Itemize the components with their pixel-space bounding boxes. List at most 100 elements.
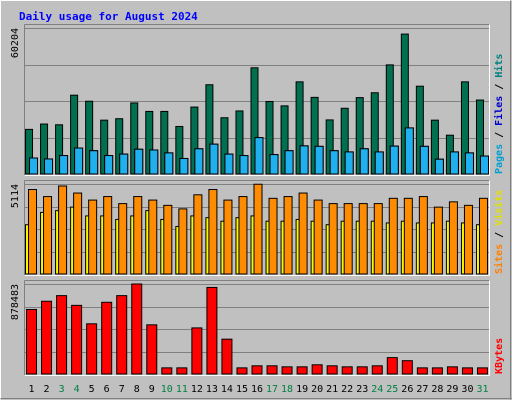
x-tick-label-day-6: 6 bbox=[104, 384, 110, 395]
bar-pages-day-19 bbox=[299, 145, 309, 175]
bar-kbytes-day-24 bbox=[371, 365, 383, 375]
bar-pages-day-31 bbox=[479, 155, 489, 175]
bars-visits-panel bbox=[25, 183, 488, 275]
bar-kbytes-day-22 bbox=[341, 366, 353, 375]
legend-visits-panel: Sites / Visits bbox=[493, 190, 505, 274]
bar-pages-day-22 bbox=[344, 151, 354, 175]
bar-pages-day-7 bbox=[119, 153, 129, 175]
bar-pages-day-15 bbox=[239, 155, 249, 175]
bar-pages-day-12 bbox=[194, 148, 204, 175]
bar-kbytes-day-15 bbox=[236, 367, 248, 375]
bar-kbytes-day-20 bbox=[311, 364, 323, 375]
bar-sites-day-22 bbox=[343, 203, 353, 275]
x-tick-label-day-15: 15 bbox=[236, 384, 248, 395]
bar-kbytes-day-26 bbox=[401, 360, 413, 375]
bar-sites-day-8 bbox=[133, 196, 143, 275]
x-tick-label-day-16: 16 bbox=[251, 384, 263, 395]
legend-entry: Pages bbox=[494, 144, 505, 174]
bar-sites-day-11 bbox=[178, 208, 188, 275]
bar-pages-day-24 bbox=[374, 151, 384, 175]
bar-sites-day-28 bbox=[433, 206, 443, 275]
bar-sites-day-2 bbox=[43, 196, 53, 275]
bar-sites-day-19 bbox=[298, 192, 308, 275]
x-tick-label-day-23: 23 bbox=[356, 384, 368, 395]
bar-kbytes-day-14 bbox=[221, 338, 233, 375]
bar-pages-day-27 bbox=[419, 145, 429, 175]
bar-kbytes-day-8 bbox=[131, 283, 143, 375]
visits-panel: 5114 Sites / Visits bbox=[10, 180, 505, 276]
bar-pages-day-23 bbox=[359, 148, 369, 175]
x-tick-label-day-9: 9 bbox=[149, 384, 155, 395]
bar-sites-day-4 bbox=[73, 192, 83, 275]
x-tick-label-day-13: 13 bbox=[206, 384, 218, 395]
bar-kbytes-day-5 bbox=[86, 323, 98, 375]
bar-kbytes-day-12 bbox=[191, 327, 203, 375]
bars-kbytes-panel bbox=[26, 283, 488, 375]
bar-pages-day-9 bbox=[149, 149, 159, 175]
bar-pages-day-20 bbox=[314, 145, 324, 175]
bar-sites-day-20 bbox=[313, 199, 323, 275]
x-tick-label-day-30: 30 bbox=[461, 384, 473, 395]
bar-sites-day-21 bbox=[328, 203, 338, 275]
kbytes-panel: 878483 KBytes bbox=[10, 280, 505, 376]
bar-sites-day-9 bbox=[148, 199, 158, 275]
bar-sites-day-18 bbox=[283, 196, 293, 275]
bar-kbytes-day-28 bbox=[431, 367, 443, 375]
x-tick-label-day-26: 26 bbox=[401, 384, 413, 395]
hits-panel: 60204 Pages / Files / Hits bbox=[10, 24, 505, 176]
bar-pages-day-30 bbox=[464, 152, 474, 175]
bar-sites-day-25 bbox=[388, 197, 398, 275]
bar-sites-day-3 bbox=[58, 185, 68, 275]
x-tick-label-day-4: 4 bbox=[74, 384, 80, 395]
bar-sites-day-16 bbox=[253, 183, 263, 275]
x-tick-label-day-12: 12 bbox=[191, 384, 203, 395]
bar-sites-day-26 bbox=[403, 197, 413, 275]
bar-pages-day-13 bbox=[209, 143, 219, 175]
bar-pages-day-28 bbox=[434, 158, 444, 175]
bar-kbytes-day-3 bbox=[56, 295, 68, 375]
bar-kbytes-day-10 bbox=[161, 367, 173, 375]
bar-pages-day-26 bbox=[404, 127, 414, 175]
bar-kbytes-day-1 bbox=[26, 308, 38, 375]
bar-kbytes-day-7 bbox=[116, 295, 128, 375]
x-tick-label-day-7: 7 bbox=[119, 384, 125, 395]
legend-entry: Files bbox=[493, 96, 505, 126]
bar-sites-day-10 bbox=[163, 204, 173, 275]
bar-pages-day-4 bbox=[74, 147, 84, 175]
x-tick-label-day-24: 24 bbox=[371, 384, 383, 395]
bar-sites-day-15 bbox=[238, 196, 248, 275]
legend-entry: / bbox=[494, 226, 505, 244]
y-max-label: 878483 bbox=[10, 284, 21, 320]
bar-pages-day-10 bbox=[164, 152, 174, 175]
bar-kbytes-day-13 bbox=[206, 286, 218, 375]
x-tick-label-day-28: 28 bbox=[431, 384, 443, 395]
bar-pages-day-14 bbox=[224, 153, 234, 175]
bar-kbytes-day-11 bbox=[176, 367, 188, 375]
bar-kbytes-day-2 bbox=[41, 300, 53, 375]
bar-kbytes-day-17 bbox=[266, 365, 278, 375]
bar-kbytes-day-18 bbox=[281, 366, 293, 375]
x-tick-label-day-31: 31 bbox=[476, 384, 488, 395]
bar-sites-day-1 bbox=[28, 189, 38, 275]
bar-pages-day-6 bbox=[104, 155, 114, 175]
bar-sites-day-29 bbox=[448, 201, 458, 275]
bar-kbytes-day-19 bbox=[296, 366, 308, 375]
bar-kbytes-day-29 bbox=[446, 366, 458, 375]
legend-kbytes-panel: KBytes bbox=[494, 338, 505, 374]
bar-pages-day-1 bbox=[29, 157, 39, 175]
x-tick-label-day-14: 14 bbox=[221, 384, 233, 395]
x-tick-label-day-3: 3 bbox=[59, 384, 65, 395]
bar-kbytes-day-4 bbox=[71, 304, 83, 375]
bar-kbytes-day-9 bbox=[146, 324, 158, 375]
bar-pages-day-16 bbox=[254, 137, 264, 175]
x-tick-label-day-19: 19 bbox=[296, 384, 308, 395]
x-tick-label-day-2: 2 bbox=[44, 384, 50, 395]
bar-sites-day-6 bbox=[103, 196, 113, 275]
bar-kbytes-day-21 bbox=[326, 365, 338, 375]
bar-kbytes-day-23 bbox=[356, 366, 368, 375]
bar-sites-day-31 bbox=[478, 197, 488, 275]
bar-sites-day-17 bbox=[268, 197, 278, 275]
x-tick-label-day-21: 21 bbox=[326, 384, 338, 395]
x-tick-label-day-10: 10 bbox=[161, 384, 173, 395]
bar-pages-day-5 bbox=[89, 150, 99, 175]
